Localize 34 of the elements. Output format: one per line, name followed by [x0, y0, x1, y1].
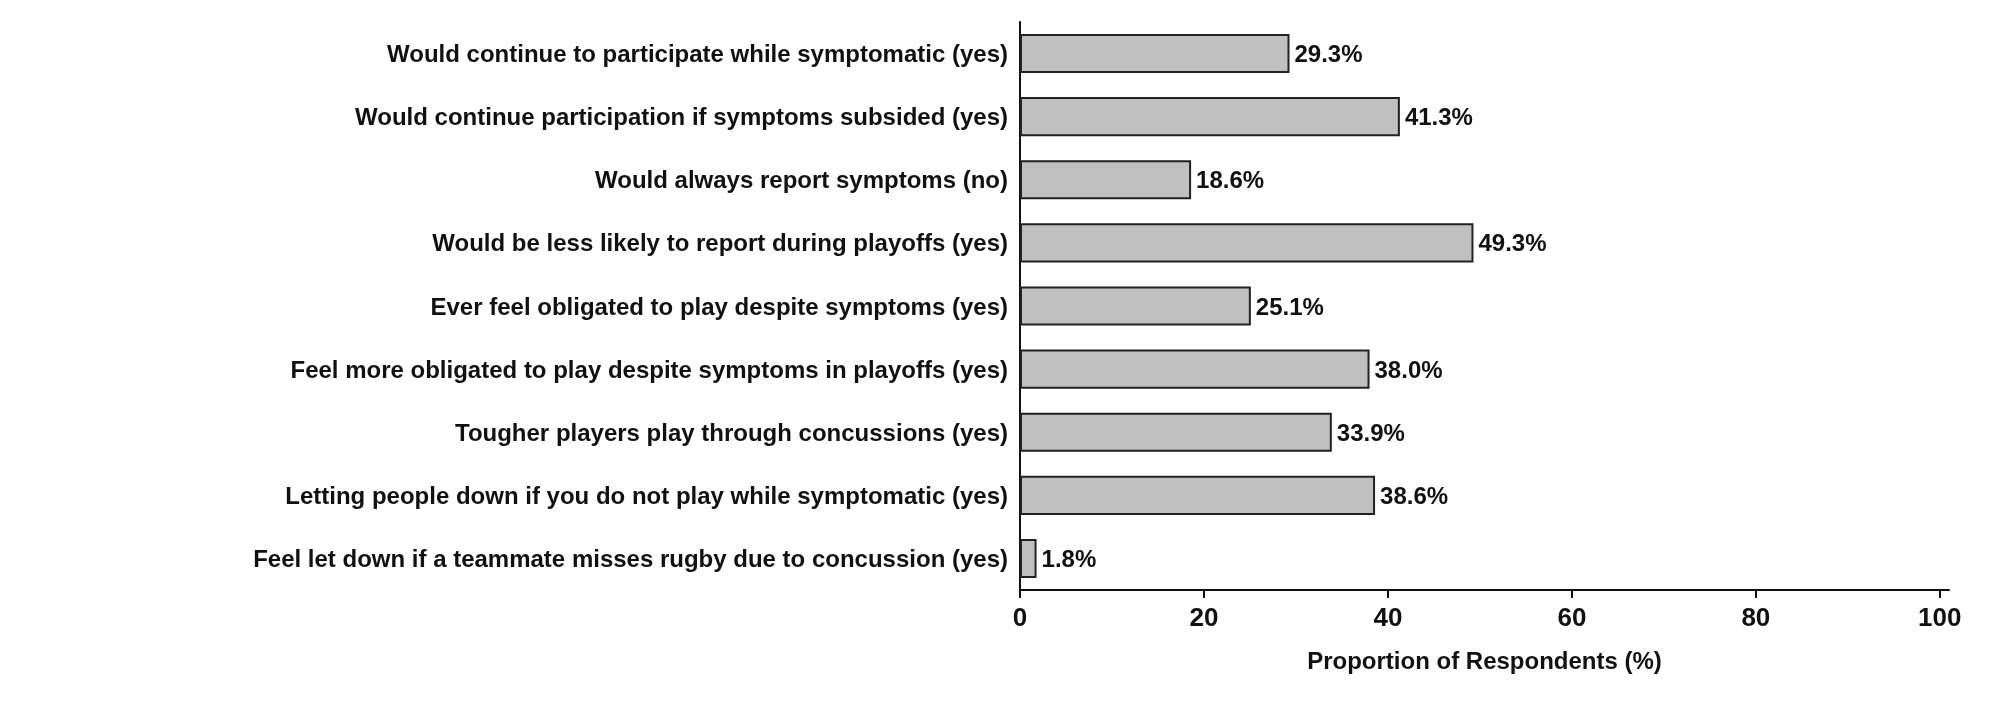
y-tick-label: Feel more obligated to play despite symptoms in playoffs (yes) — [290, 355, 1008, 383]
y-tick-label: Would always report symptoms (no) — [595, 166, 1008, 194]
bar — [1020, 286, 1251, 326]
x-tick-label: 40 — [1373, 602, 1403, 632]
data-label: 38.0% — [1374, 355, 1443, 383]
data-label: 29.3% — [1294, 40, 1363, 68]
y-tick-label: Would continue participation if symptoms subsided (yes) — [355, 103, 1008, 131]
data-label: 49.3% — [1478, 229, 1547, 257]
x-tick-label: 20 — [1189, 602, 1219, 632]
data-label: 38.6% — [1380, 481, 1449, 509]
bar — [1020, 33, 1290, 74]
y-tick-label: Feel let down if a teammate misses rugby due to concussion (yes) — [253, 544, 1008, 572]
x-tick-label: 80 — [1741, 602, 1771, 632]
y-tick-label: Would continue to participate while symptomatic (yes) — [387, 40, 1008, 68]
y-tick-label: Ever feel obligated to play despite symptoms (yes) — [430, 292, 1008, 320]
bar — [1020, 160, 1192, 200]
data-label: 25.1% — [1255, 292, 1324, 320]
bar — [1020, 538, 1037, 579]
bar — [1020, 97, 1400, 137]
y-tick-label: Would be less likely to report during playoffs (yes) — [432, 229, 1008, 257]
bar — [1020, 475, 1376, 515]
data-label: 18.6% — [1196, 166, 1265, 194]
y-tick-label: Letting people down if you do not play while symptomatic (yes) — [285, 481, 1008, 509]
bar — [1020, 223, 1474, 263]
data-label: 33.9% — [1336, 418, 1405, 446]
x-tick-label: 0 — [1012, 602, 1028, 632]
data-label: 1.8% — [1041, 544, 1097, 572]
y-tick-label: Tougher players play through concussions (yes) — [455, 418, 1008, 446]
x-tick-label: 100 — [1918, 602, 1962, 632]
x-tick-label: 60 — [1557, 602, 1587, 632]
data-label: 41.3% — [1404, 103, 1473, 131]
bar — [1020, 349, 1370, 389]
bar — [1020, 412, 1332, 452]
x-axis-title: Proportion of Respondents (%) — [1307, 646, 1662, 674]
